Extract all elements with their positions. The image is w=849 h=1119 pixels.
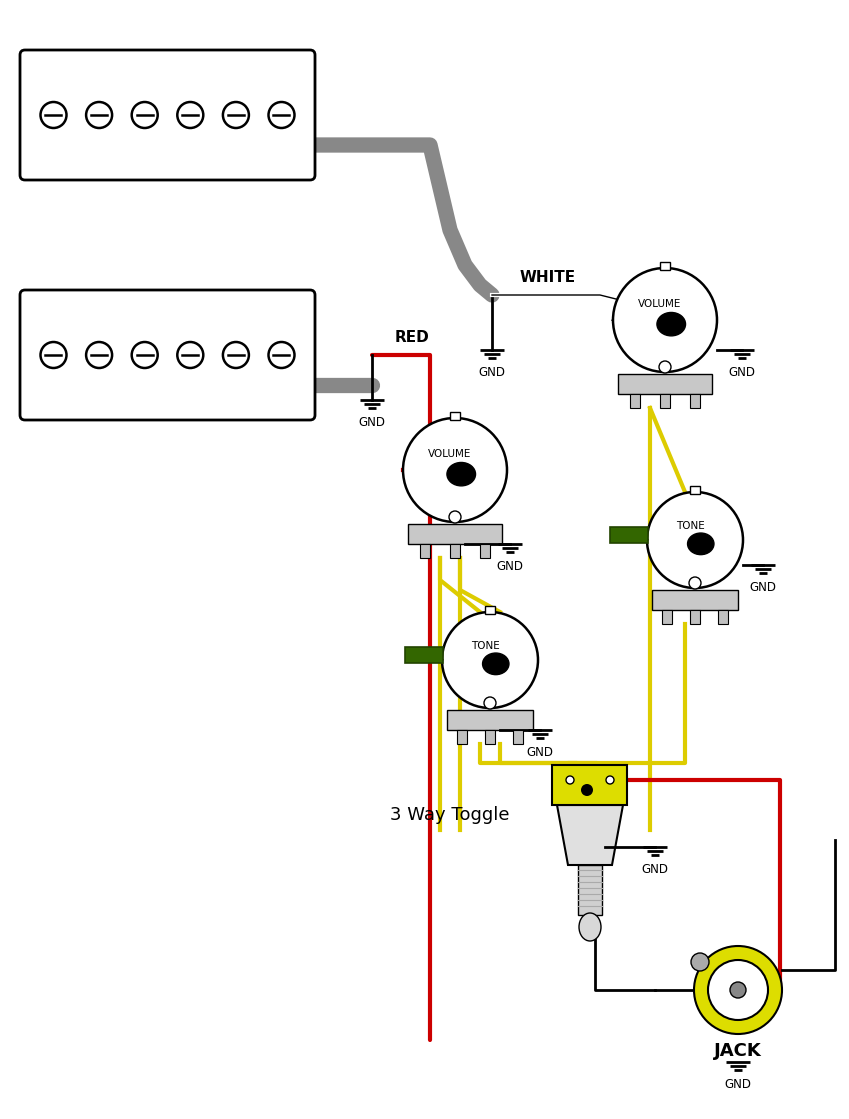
Text: GND: GND [724,1078,751,1091]
Circle shape [691,953,709,971]
FancyBboxPatch shape [20,290,315,420]
Bar [408,524,502,544]
Circle shape [86,102,112,128]
Circle shape [581,784,593,796]
Text: GND: GND [526,746,554,759]
Bar [553,765,627,805]
Ellipse shape [482,653,509,675]
Bar [420,544,430,558]
Bar [610,527,648,543]
Text: GND: GND [497,560,524,573]
Circle shape [268,342,295,368]
Circle shape [442,612,538,708]
Circle shape [613,267,717,372]
Bar [485,606,495,614]
Text: TONE: TONE [676,520,705,530]
Polygon shape [557,805,623,865]
Circle shape [708,960,768,1021]
Bar [660,394,670,408]
Text: 3 Way Toggle: 3 Way Toggle [390,806,509,824]
Circle shape [41,342,66,368]
Circle shape [268,102,295,128]
Circle shape [132,342,158,368]
Circle shape [647,492,743,587]
Circle shape [132,102,158,128]
Bar [717,610,728,624]
Circle shape [730,982,746,998]
Text: GND: GND [750,581,777,594]
Circle shape [449,511,461,523]
Circle shape [177,102,203,128]
Bar [447,709,533,730]
Bar [662,610,672,624]
Ellipse shape [447,462,475,486]
Bar [458,730,467,744]
Circle shape [223,342,249,368]
Bar [690,486,700,493]
Bar [690,610,700,624]
Bar [480,544,490,558]
Circle shape [566,775,574,784]
Circle shape [86,342,112,368]
Circle shape [41,102,66,128]
Text: GND: GND [642,863,668,876]
Circle shape [223,102,249,128]
Bar [690,394,700,408]
Text: GND: GND [479,366,505,379]
Text: GND: GND [728,366,756,379]
Bar [450,412,460,420]
Bar [618,374,711,394]
FancyBboxPatch shape [20,50,315,180]
Bar [450,544,460,558]
Circle shape [484,697,496,709]
Bar [652,590,738,610]
Circle shape [403,419,507,521]
Bar [405,647,443,662]
Circle shape [659,361,671,373]
Ellipse shape [694,946,782,1034]
Text: JACK: JACK [714,1042,762,1060]
Circle shape [606,775,614,784]
Bar [485,730,495,744]
Bar [660,262,670,270]
Circle shape [689,577,701,589]
Bar [578,865,602,915]
Ellipse shape [688,533,714,555]
Circle shape [177,342,203,368]
Text: VOLUME: VOLUME [638,300,682,309]
Text: GND: GND [358,416,385,429]
Text: TONE: TONE [471,640,499,650]
Bar [513,730,523,744]
Ellipse shape [579,913,601,941]
Text: VOLUME: VOLUME [428,450,471,460]
Text: RED: RED [395,330,430,345]
Text: WHITE: WHITE [520,270,576,285]
Ellipse shape [657,312,685,336]
Bar [630,394,640,408]
